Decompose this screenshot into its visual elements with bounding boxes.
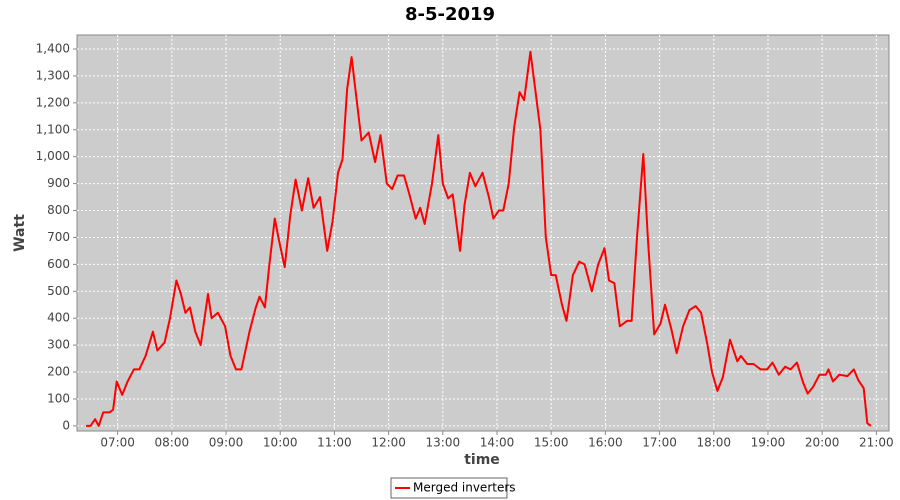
x-tick-label: 13:00: [426, 436, 461, 450]
x-tick-label: 18:00: [696, 436, 731, 450]
y-tick-label: 1,300: [36, 68, 70, 82]
y-tick-label: 400: [47, 311, 70, 325]
x-tick-label: 14:00: [480, 436, 515, 450]
chart-title: 8-5-2019: [405, 4, 495, 25]
legend-label: Merged inverters: [413, 481, 516, 495]
y-tick-label: 1,100: [36, 122, 70, 136]
x-tick-label: 17:00: [642, 436, 677, 450]
y-tick-label: 0: [62, 418, 70, 432]
x-tick-label: 08:00: [155, 436, 190, 450]
x-tick-label: 16:00: [588, 436, 623, 450]
y-tick-label: 200: [47, 365, 70, 379]
y-tick-label: 300: [47, 338, 70, 352]
x-tick-label: 09:00: [209, 436, 244, 450]
legend: [390, 477, 508, 499]
x-tick-label: 21:00: [859, 436, 894, 450]
y-tick-label: 700: [47, 230, 70, 244]
x-axis-label: time: [464, 452, 500, 468]
data-line: [86, 50, 872, 427]
x-tick-label: 10:00: [263, 436, 298, 450]
y-tick-label: 1,400: [36, 41, 70, 55]
y-tick-label: 1,000: [36, 149, 70, 163]
x-tick-label: 12:00: [371, 436, 406, 450]
x-tick-label: 19:00: [751, 436, 786, 450]
y-tick-label: 1,200: [36, 95, 70, 109]
y-tick-label: 100: [47, 391, 70, 405]
x-tick-label: 07:00: [100, 436, 135, 450]
x-tick-label: 11:00: [317, 436, 352, 450]
y-tick-label: 900: [47, 176, 70, 190]
y-axis-label: Watt: [12, 214, 28, 252]
y-tick-label: 600: [47, 257, 70, 271]
y-tick-label: 800: [47, 203, 70, 217]
x-tick-label: 15:00: [534, 436, 569, 450]
y-tick-label: 500: [47, 284, 70, 298]
x-tick-label: 20:00: [805, 436, 840, 450]
